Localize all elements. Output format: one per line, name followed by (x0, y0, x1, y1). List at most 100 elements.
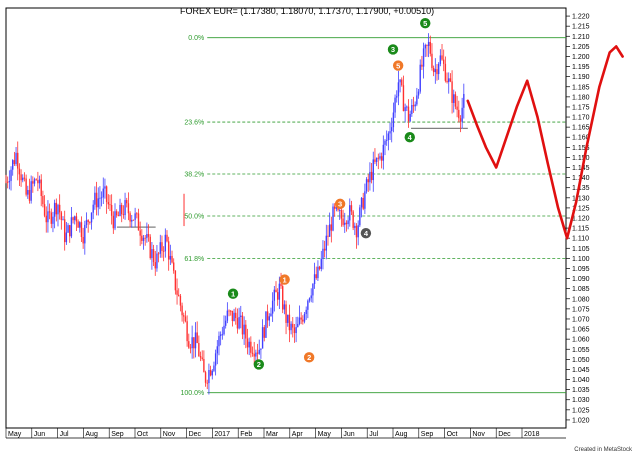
candle-body (196, 332, 198, 343)
candle-body (322, 248, 324, 259)
candle-body (52, 216, 54, 224)
candle-body (12, 160, 14, 170)
y-tick-label: 1.130 (572, 195, 590, 202)
y-tick-label: 1.105 (572, 246, 590, 253)
fib-level-label: 23.6% (184, 120, 204, 127)
x-tick-label: Mar (266, 431, 279, 438)
candle-body (37, 180, 39, 184)
candle-body (188, 341, 190, 348)
candle-body (283, 304, 286, 310)
chart-title: FOREX EUR= (1.17380, 1.18070, 1.17370, 1… (180, 6, 435, 16)
candle-body (211, 370, 213, 376)
candle-body (167, 241, 170, 260)
candle-body (174, 270, 177, 291)
candle-body (251, 352, 254, 354)
candle-body (407, 106, 410, 122)
y-tick-label: 1.210 (572, 34, 590, 41)
candle-body (70, 217, 73, 237)
candle-body (437, 63, 440, 75)
candle-body (241, 315, 244, 335)
candle-body (282, 286, 284, 310)
candle-body (268, 316, 270, 321)
candle-body (144, 237, 146, 239)
x-tick-label: Jul (60, 431, 69, 438)
candle-body (162, 250, 165, 252)
candle-body (236, 318, 239, 329)
candle-body (426, 45, 428, 46)
wave-badge (253, 359, 265, 370)
candle-body (104, 186, 106, 189)
candle-body (258, 349, 260, 354)
wave-badge (227, 288, 239, 299)
candle-body (117, 215, 120, 217)
candle-body (25, 178, 27, 195)
candle-body (231, 310, 234, 322)
y-tick-label: 1.065 (572, 327, 590, 334)
candle-body (74, 216, 76, 221)
candle-body (157, 253, 160, 255)
candle-body (402, 85, 405, 112)
candle-body (421, 64, 423, 67)
fib-level-label: 61.8% (184, 256, 204, 263)
candle-body (136, 213, 138, 215)
wave-label: 3 (391, 45, 395, 54)
candle-body (446, 80, 448, 83)
candle-body (349, 205, 351, 221)
candle-body (62, 219, 64, 221)
wave-label: 3 (338, 200, 342, 209)
candle-body (245, 324, 247, 339)
candle-body (442, 59, 445, 64)
candle-body (139, 230, 141, 236)
y-tick-label: 1.075 (572, 306, 590, 313)
y-tick-label: 1.170 (572, 115, 590, 122)
candle-body (261, 327, 264, 349)
candle-body (99, 197, 101, 199)
candle-body (48, 211, 51, 213)
y-tick-label: 1.080 (572, 296, 590, 303)
y-tick-label: 1.115 (572, 226, 589, 233)
candle-body (355, 225, 358, 238)
candle-body (302, 319, 304, 322)
candle-body (69, 225, 71, 237)
candle-body (463, 93, 465, 108)
x-tick-label: May (8, 431, 22, 438)
candle-body (265, 311, 267, 338)
candle-body (214, 353, 217, 366)
candle-body (345, 222, 348, 225)
candle-body (183, 315, 185, 317)
candle-body (112, 215, 115, 229)
candle-body (127, 203, 130, 214)
wave-badge (392, 60, 404, 71)
candle-body (332, 206, 334, 231)
candle-body (60, 212, 63, 221)
wave-label: 1 (283, 275, 287, 284)
candle-body (137, 213, 140, 231)
candle-body (340, 210, 343, 219)
candle-body (184, 316, 187, 322)
candle-body (219, 334, 222, 336)
candle-body (6, 181, 9, 183)
wave-badge (387, 44, 399, 55)
candle-body (253, 353, 255, 357)
candle-body (449, 78, 452, 82)
candle-body (375, 157, 378, 162)
candle-body (209, 369, 212, 376)
candle-body (18, 168, 21, 175)
wave-badge (404, 132, 415, 143)
candle-body (55, 202, 58, 215)
candle-body (360, 197, 363, 208)
candle-body (367, 179, 369, 183)
candle-body (364, 191, 366, 209)
candle-body (216, 346, 219, 354)
y-tick-label: 1.205 (572, 44, 590, 51)
y-tick-label: 1.145 (572, 165, 590, 172)
candle-body (250, 341, 252, 353)
y-tick-label: 1.025 (572, 407, 590, 414)
candle-body (292, 323, 294, 328)
candle-body (401, 79, 403, 86)
candle-body (166, 234, 168, 242)
y-tick-label: 1.195 (572, 64, 590, 71)
candle-body (417, 91, 420, 96)
candle-body (179, 295, 182, 306)
